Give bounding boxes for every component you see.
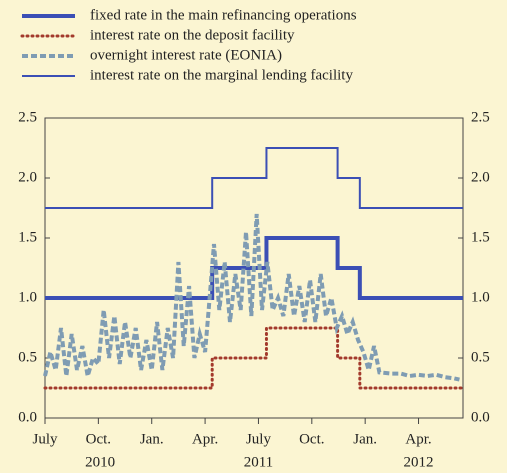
y2-tick-label: 0.5 [471,349,490,365]
x-tick-label: July [32,431,58,447]
y-tick-label: 2.5 [18,109,37,125]
year-label: 2010 [85,454,115,470]
y2-tick-label: 0.0 [471,409,490,425]
x-tick-label: Apr. [192,431,218,447]
x-tick-label: Jan. [353,431,377,447]
legend-label: fixed rate in the main refinancing opera… [90,7,357,23]
series-line [43,326,465,390]
series-line [43,213,460,382]
y2-tick-label: 2.5 [471,109,490,125]
series-line [45,236,463,300]
y2-tick-label: 1.5 [471,229,490,245]
x-tick-label: Oct. [299,431,324,447]
plot-frame [44,117,464,419]
y-tick-label: 0.5 [18,349,37,365]
x-tick-label: July [246,431,272,447]
y2-tick-label: 1.0 [471,289,490,305]
year-label: 2011 [244,454,273,470]
y-tick-label: 1.0 [18,289,37,305]
y2-tick-label: 2.0 [471,169,490,185]
series-line [45,147,463,209]
year-label: 2012 [404,454,434,470]
y-tick-label: 2.0 [18,169,37,185]
legend-label: interest rate on the marginal lending fa… [90,67,353,83]
x-tick-label: Apr. [405,431,431,447]
legend-label: interest rate on the deposit facility [90,27,295,43]
y-tick-label: 0.0 [18,409,37,425]
x-tick-label: Jan. [140,431,164,447]
legend-label: overnight interest rate (EONIA) [90,47,282,63]
y-tick-label: 1.5 [18,229,37,245]
x-tick-label: Oct. [86,431,111,447]
